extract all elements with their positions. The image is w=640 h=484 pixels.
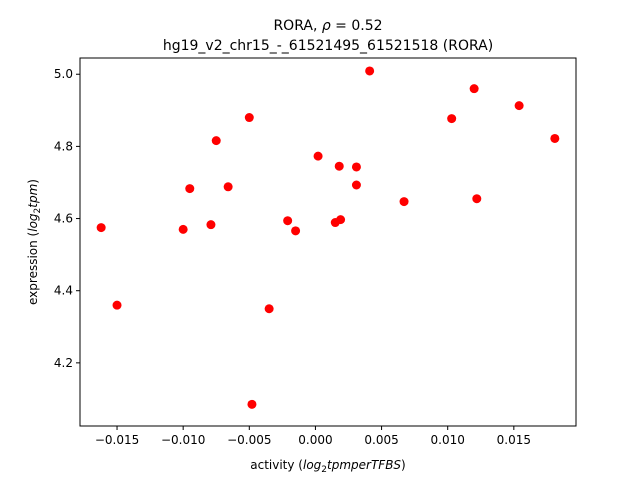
x-tick-label: −0.015 [95, 433, 139, 447]
data-point-18 [365, 66, 375, 76]
x-axis: −0.015 −0.010 −0.005 0.000 0.005 0.010 0.015 [95, 426, 531, 447]
data-point-20 [447, 114, 457, 124]
data-point-10 [283, 216, 293, 226]
y-tick-label: 4.6 [54, 212, 73, 226]
y-tick-label: 4.2 [54, 356, 73, 370]
data-point-2 [178, 224, 188, 234]
data-point-15 [336, 215, 346, 225]
data-point-23 [514, 101, 524, 111]
data-point-19 [399, 197, 409, 207]
x-tick-label: 0.015 [497, 433, 531, 447]
data-point-1 [112, 300, 122, 310]
y-axis-label: expression (log2tpm) [26, 179, 43, 305]
plot-area [79, 57, 577, 427]
y-tick-label: 4.8 [54, 139, 73, 153]
data-point-4 [206, 220, 216, 230]
y-axis: 4.2 4.4 4.6 4.8 5.0 [54, 67, 80, 370]
data-point-17 [351, 180, 361, 190]
data-point-22 [472, 194, 482, 204]
axes-background [80, 58, 576, 426]
x-tick-label: −0.010 [161, 433, 205, 447]
data-point-3 [185, 184, 195, 194]
data-point-8 [247, 399, 257, 409]
data-point-12 [313, 151, 323, 161]
x-tick-label: −0.005 [227, 433, 271, 447]
x-tick-label: 0.010 [431, 433, 465, 447]
data-point-16 [351, 162, 361, 172]
data-point-5 [211, 136, 221, 146]
y-tick-label: 4.4 [54, 284, 73, 298]
data-point-0 [96, 223, 106, 233]
data-point-9 [264, 304, 274, 314]
data-point-24 [550, 133, 560, 143]
data-point-6 [223, 182, 233, 192]
data-point-7 [244, 113, 254, 123]
data-point-11 [291, 226, 301, 236]
data-point-14 [334, 161, 344, 171]
points-layer [96, 66, 560, 409]
x-axis-label: activity (log2tpmperTFBS) [250, 458, 405, 475]
x-tick-label: 0.000 [298, 433, 332, 447]
x-tick-label: 0.005 [364, 433, 398, 447]
y-tick-label: 5.0 [54, 67, 73, 81]
chart-title-line2: hg19_v2_chr15_-_61521495_61521518 (RORA) [163, 38, 493, 54]
data-point-21 [469, 84, 479, 94]
chart-title-line1: RORA, ρ = 0.52 [273, 18, 382, 34]
axes-frame [79, 57, 577, 427]
